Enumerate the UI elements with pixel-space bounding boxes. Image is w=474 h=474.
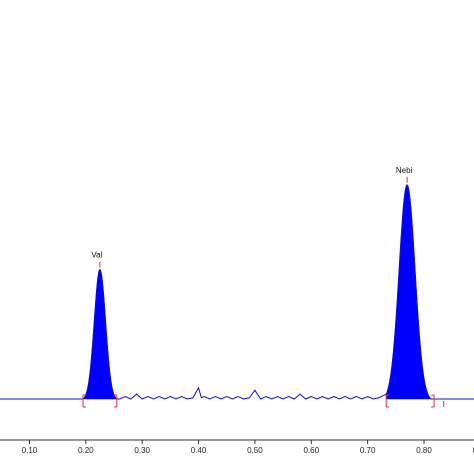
- x-tick-label: 0.40: [191, 446, 207, 455]
- x-tick-label: 0.80: [416, 446, 432, 455]
- x-tick-label: 0.10: [22, 446, 38, 455]
- peak-label-nebi: Nebi: [396, 166, 413, 175]
- marker-start-nebi: [385, 394, 390, 408]
- x-tick-label: 0.20: [78, 446, 94, 455]
- peak-area-nebi: [385, 184, 435, 400]
- marker-end-nebi: [431, 394, 435, 408]
- marker-end-val: [113, 394, 118, 408]
- integration-markers: [82, 176, 445, 408]
- x-tick-label: 0.90: [473, 446, 474, 455]
- x-tick-label: 0.70: [360, 446, 376, 455]
- x-axis-ticks: 0.10 0.20 0.30 0.40 0.50 0.60 0.70 0.80 0.90: [22, 440, 474, 455]
- x-tick-label: 0.50: [247, 446, 263, 455]
- peak-area-val: [82, 269, 118, 400]
- marker-start-val: [82, 394, 86, 408]
- peak-labels: Val Nebi: [91, 166, 412, 260]
- x-tick-label: 0.60: [303, 446, 319, 455]
- peak-fills: [82, 184, 435, 400]
- x-tick-label: 0.30: [134, 446, 150, 455]
- peak-label-val: Val: [91, 251, 102, 260]
- chromatogram-trace: [0, 184, 474, 400]
